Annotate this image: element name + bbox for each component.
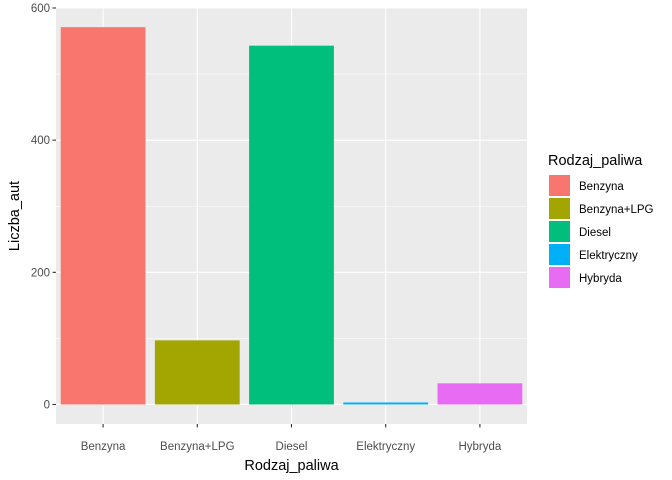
- legend-label: Hybryda: [579, 273, 622, 285]
- legend-key: [549, 221, 570, 242]
- x-axis: Benzyna Benzyna+LPG Diesel Elektryczny Hybry…: [81, 424, 502, 453]
- y-axis: 0 200 400 600: [31, 3, 56, 411]
- legend-label: Benzyna+LPG: [579, 204, 654, 216]
- bar-benzyna: [60, 27, 146, 405]
- y-tick-label: 600: [31, 3, 50, 15]
- y-tick-label: 200: [31, 267, 50, 279]
- bar-elektryczny: [343, 402, 429, 405]
- legend-key: [549, 198, 570, 219]
- legend-label: Elektryczny: [579, 250, 638, 262]
- x-tick-label: Diesel: [276, 441, 308, 453]
- legend: Rodzaj_paliwa Benzyna Benzyna+LPG Diesel El…: [548, 153, 654, 288]
- legend-label: Benzyna: [579, 181, 624, 193]
- x-axis-title: Rodzaj_paliwa: [244, 458, 339, 474]
- bar-diesel: [249, 45, 334, 405]
- y-tick-label: 0: [44, 399, 50, 411]
- legend-items: Benzyna Benzyna+LPG Diesel Elektryczny Hybry…: [549, 175, 654, 288]
- x-tick-label: Benzyna+LPG: [160, 441, 235, 453]
- bars: [60, 27, 523, 405]
- bar-hybryda: [437, 383, 523, 405]
- x-tick-label: Hybryda: [458, 441, 501, 453]
- x-tick-label: Benzyna: [81, 441, 126, 453]
- legend-key: [549, 244, 570, 265]
- y-tick-label: 400: [31, 135, 50, 147]
- bar-benzyna-lpg: [154, 340, 240, 405]
- legend-title: Rodzaj_paliwa: [548, 153, 643, 169]
- legend-label: Diesel: [579, 227, 611, 239]
- legend-key: [549, 175, 570, 196]
- x-tick-label: Elektryczny: [356, 441, 415, 453]
- legend-key: [549, 267, 570, 288]
- y-axis-title: Liczba_aut: [7, 181, 23, 251]
